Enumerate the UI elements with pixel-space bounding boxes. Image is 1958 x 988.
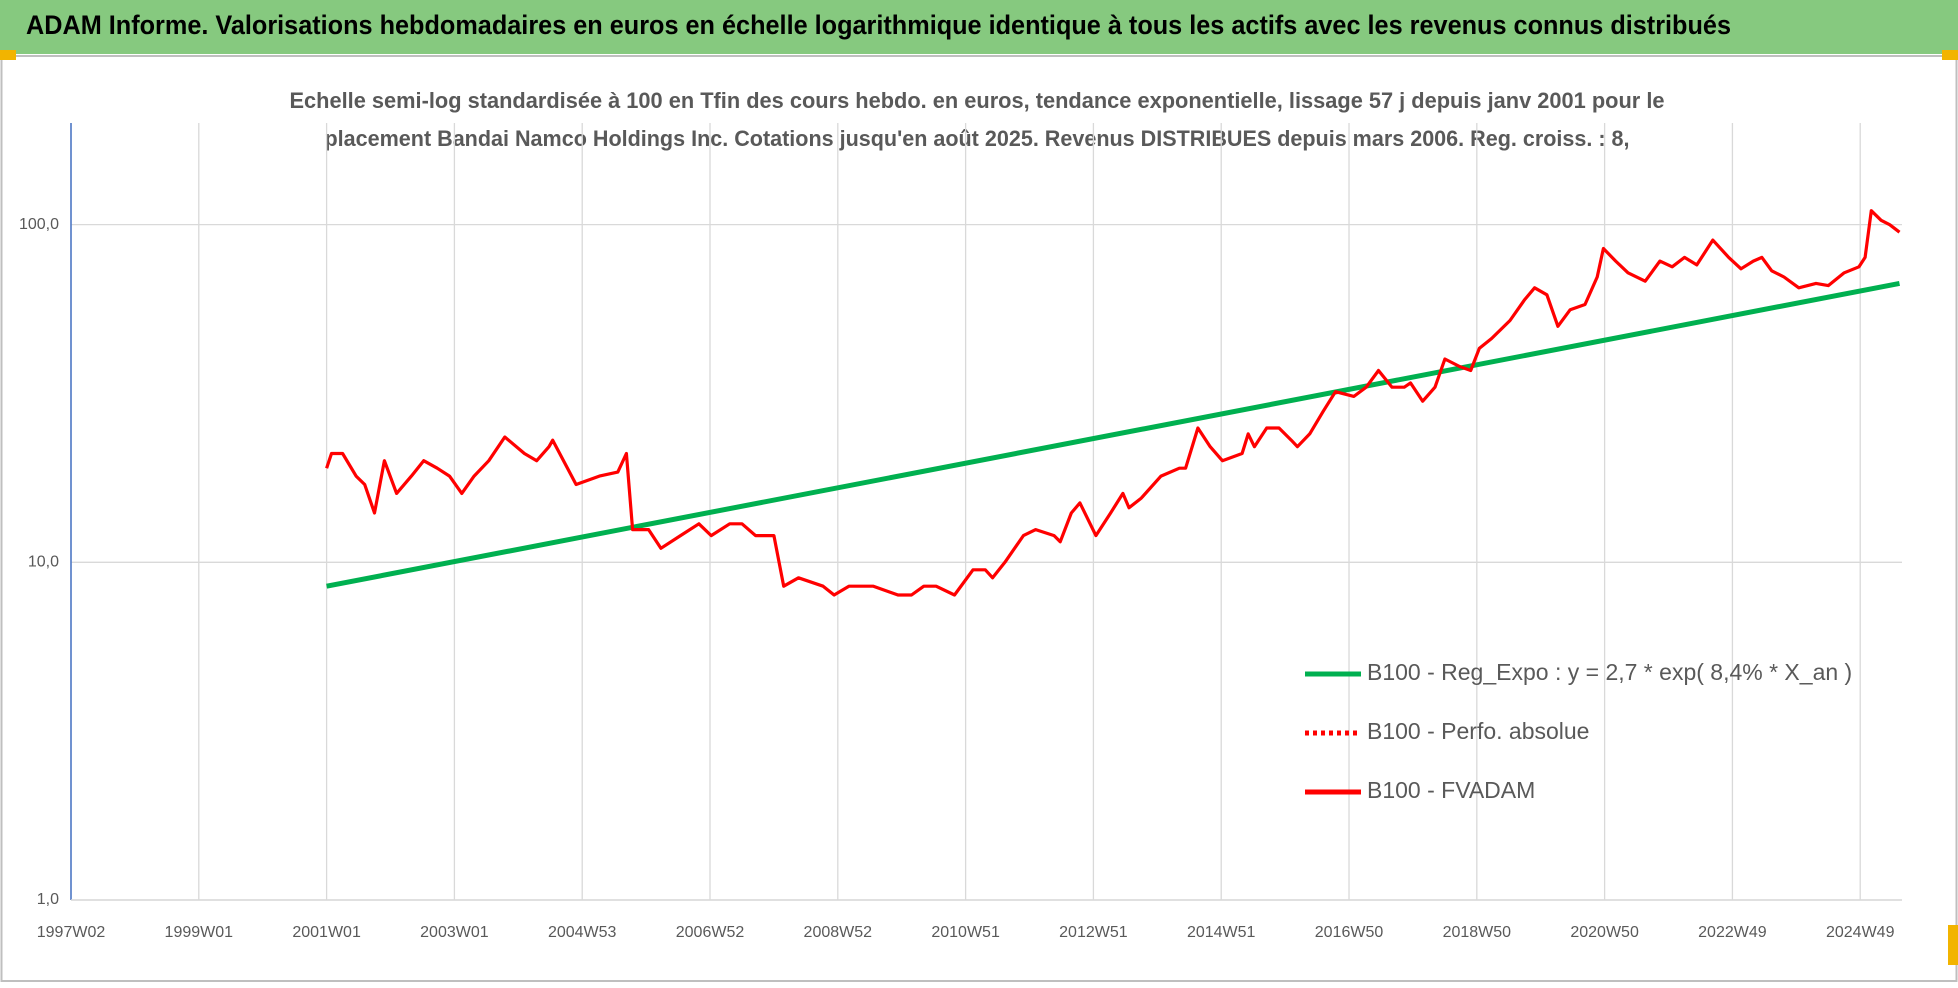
x-tick-label: 2003W01 xyxy=(420,924,489,941)
x-tick-label: 2016W50 xyxy=(1315,924,1384,941)
x-tick-label: 2001W01 xyxy=(292,924,361,941)
x-tick-label: 2010W51 xyxy=(931,924,1000,941)
corner-marker xyxy=(1948,925,1958,965)
x-tick-label: 2018W50 xyxy=(1443,924,1512,941)
chart-subtitle: placement Bandai Namco Holdings Inc. Cot… xyxy=(325,126,1630,151)
corner-marker xyxy=(1942,50,1958,60)
legend-label: B100 - FVADAM xyxy=(1367,777,1535,803)
chart-subtitle: Echelle semi-log standardisée à 100 en T… xyxy=(290,88,1665,113)
y-tick-label: 100,0 xyxy=(19,216,59,233)
series-line xyxy=(326,280,1900,589)
x-tick-label: 2020W50 xyxy=(1570,924,1639,941)
x-tick-label: 2006W52 xyxy=(676,924,745,941)
chart-frame xyxy=(0,55,1958,982)
x-tick-label: 2014W51 xyxy=(1187,924,1256,941)
series-line xyxy=(325,209,1901,597)
y-tick-label: 1,0 xyxy=(37,891,59,908)
grid: 1,0 10,0 100,0 1997W02 1999W01 2001W01 2003W01… xyxy=(19,123,1902,941)
x-tick-label: 1997W02 xyxy=(37,924,106,941)
x-tick-label: 2012W51 xyxy=(1059,924,1128,941)
corner-marker xyxy=(0,50,16,60)
title-bar xyxy=(0,0,1958,54)
legend-label: B100 - Perfo. absolue xyxy=(1367,718,1589,744)
y-tick-label: 10,0 xyxy=(28,554,59,571)
plot-area xyxy=(325,209,1901,597)
legend-label: B100 - Reg_Expo : y = 2,7 * exp( 8,4% * … xyxy=(1367,659,1852,685)
x-tick-label: 2022W49 xyxy=(1698,924,1767,941)
chart-title: ADAM Informe. Valorisations hebdomadaire… xyxy=(26,10,1731,40)
x-tick-label: 2008W52 xyxy=(804,924,873,941)
x-tick-label: 1999W01 xyxy=(165,924,234,941)
legend: B100 - Reg_Expo : y = 2,7 * exp( 8,4% * … xyxy=(1305,659,1852,803)
x-tick-label: 2004W53 xyxy=(548,924,617,941)
x-tick-label: 2024W49 xyxy=(1826,924,1895,941)
